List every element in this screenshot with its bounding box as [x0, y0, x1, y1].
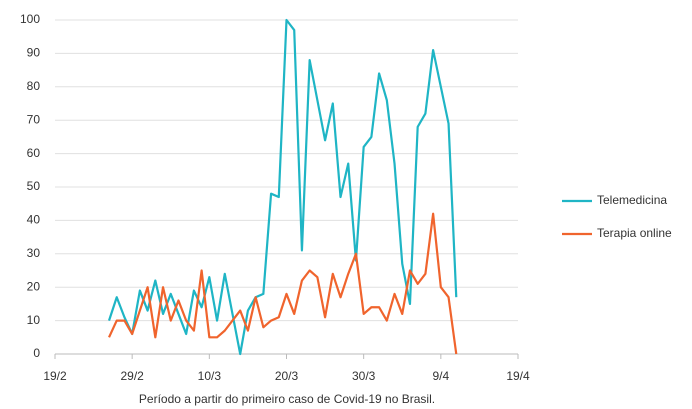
y-tick-label: 40	[27, 213, 41, 227]
y-tick-label: 10	[27, 313, 41, 327]
y-tick-label: 90	[27, 46, 41, 60]
line-series	[108, 212, 458, 355]
y-tick-label: 60	[27, 146, 41, 160]
y-tick-label: 80	[27, 79, 41, 93]
x-tick-label: 29/2	[120, 369, 144, 383]
y-tick-label: 50	[27, 179, 41, 193]
y-tick-label: 100	[20, 12, 40, 26]
y-tick-label: 70	[27, 112, 41, 126]
x-tick-label: 9/4	[432, 369, 449, 383]
x-axis-title: Período a partir do primeiro caso de Cov…	[139, 392, 435, 406]
y-tick-label: 0	[33, 346, 40, 360]
y-tick-label: 20	[27, 279, 41, 293]
x-tick-label: 19/2	[43, 369, 67, 383]
x-tick-label: 10/3	[198, 369, 222, 383]
x-tick-label: 20/3	[275, 369, 299, 383]
y-tick-label: 30	[27, 246, 41, 260]
x-tick-label: 30/3	[352, 369, 376, 383]
legend-label: Telemedicina	[597, 193, 667, 207]
legend-label: Terapia online	[597, 226, 672, 240]
x-tick-label: 19/4	[506, 369, 530, 383]
